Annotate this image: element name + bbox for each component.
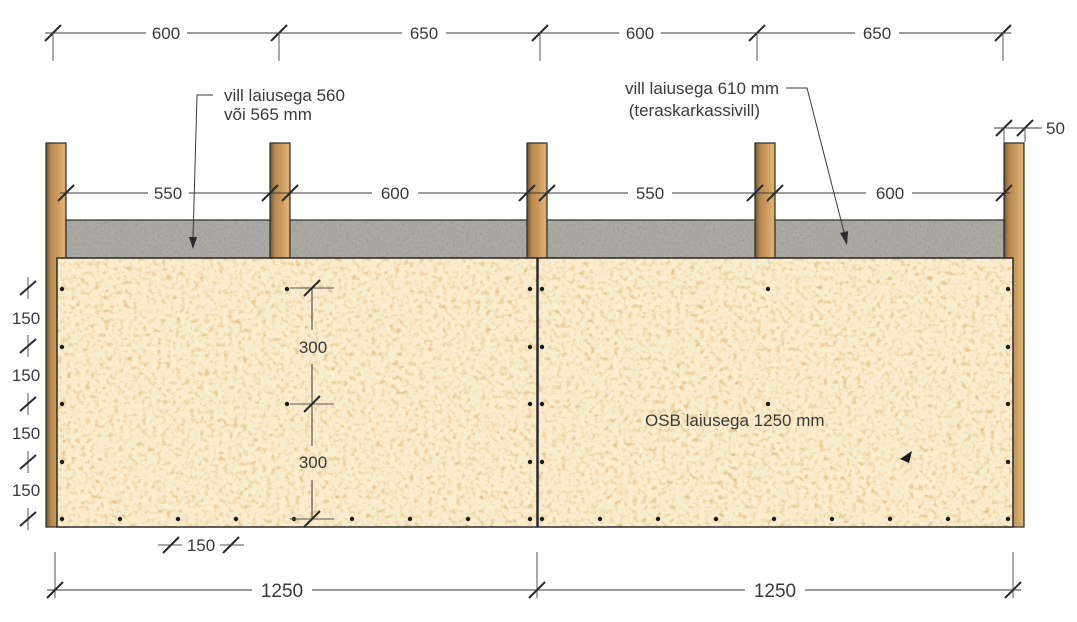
small-cursor-arrow-icon: [900, 451, 912, 463]
dimension-screw-spacing: 150: [158, 536, 244, 555]
dim-mid-550b: 550: [636, 184, 664, 203]
dim-stud-50: 50: [1046, 119, 1065, 138]
osb-panel-right: [537, 257, 1014, 528]
vill-560-label-line2: või 565 mm: [224, 105, 312, 124]
dim-left-150b: 150: [12, 366, 40, 385]
dimension-mid: 550 600 550 600: [57, 184, 1013, 203]
vill-610-label-line2: (teraskarkassivill): [629, 101, 760, 120]
witness-lines-top: [52, 33, 1004, 61]
dim-top-600a: 600: [152, 24, 180, 43]
vill-610-label-line1: vill laiusega 610 mm: [625, 79, 779, 98]
dim-left-150a: 150: [12, 309, 40, 328]
leader-arrow-icon: [189, 237, 197, 249]
dim-screw-150: 150: [187, 536, 215, 555]
dim-left-150d: 150: [12, 481, 40, 500]
dim-bottom-1250b: 1250: [754, 581, 796, 602]
dim-bottom-1250a: 1250: [261, 581, 303, 602]
dim-top-600b: 600: [626, 24, 654, 43]
dimension-ticks: [57, 184, 1013, 202]
dim-300a: 300: [299, 338, 327, 357]
dim-top-650b: 650: [863, 24, 891, 43]
leader-arrow-icon: [840, 231, 848, 245]
annotation-vill-560: vill laiusega 560 või 565 mm: [189, 86, 345, 249]
dim-mid-550a: 550: [154, 184, 182, 203]
dim-mid-600a: 600: [381, 184, 409, 203]
osb-label: OSB laiusega 1250 mm: [645, 411, 825, 430]
stud-3: [526, 142, 548, 259]
dim-mid-600b: 600: [876, 184, 904, 203]
stud-2: [269, 142, 291, 259]
dim-300b: 300: [299, 453, 327, 472]
fastener-dots: [59, 286, 1011, 522]
annotation-vill-610: vill laiusega 610 mm (teraskarkassivill): [625, 79, 848, 245]
dimension-top: 600 650 600 650: [44, 24, 1012, 61]
osb-panel-left: [56, 257, 538, 528]
dim-left-150c: 150: [12, 424, 40, 443]
stud-4: [754, 142, 776, 259]
dimension-left: 150 150 150 150: [12, 277, 40, 530]
dimension-bottom: 1250 1250: [46, 552, 1022, 602]
dimension-300: 300 300: [290, 279, 334, 528]
vill-560-label-line1: vill laiusega 560: [224, 86, 345, 105]
dimension-stud-width: 50: [994, 119, 1065, 142]
dim-top-650a: 650: [410, 24, 438, 43]
